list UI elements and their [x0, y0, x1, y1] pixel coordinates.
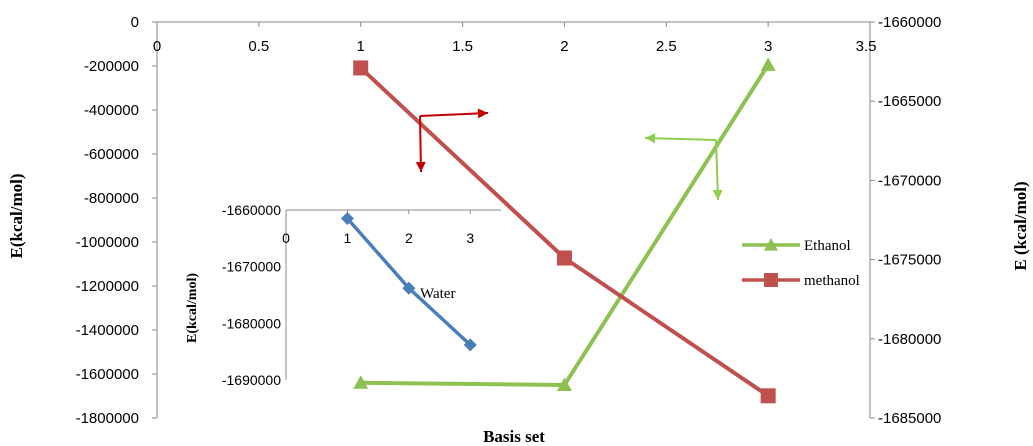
x-tick-label: 0: [153, 38, 161, 55]
y-right-tick-label: -1685000: [878, 410, 941, 427]
legend: Ethanol methanol: [742, 238, 860, 289]
series-point-methanol: [760, 388, 776, 404]
legend-label-methanol: methanol: [804, 273, 860, 289]
y-left-tick-label: -800000: [84, 190, 139, 207]
y-left-tick-label: -1000000: [76, 234, 139, 251]
legend-marker-ethanol: [764, 238, 778, 251]
inset-y-axis-title: E(kcal/mol): [185, 273, 200, 343]
y-right-tick-label: -1670000: [878, 172, 941, 189]
inset-chart: -1660000 -1670000 -1680000 -1690000 0 1 2 3 E(kc…: [185, 202, 501, 388]
legend-marker-methanol: [764, 273, 778, 287]
ethanol-arrow-left-head: [645, 133, 656, 144]
y-left-tick-label: -1800000: [76, 410, 139, 427]
series-line-ethanol: [360, 63, 770, 387]
ethanol-arrow-down-shaft: [715, 139, 719, 201]
inset-series-point-water: [340, 212, 354, 225]
inset-series-point-water: [463, 338, 477, 352]
series-point-ethanol: [760, 57, 776, 71]
y-right-tick-label: -1680000: [878, 331, 941, 348]
x-tick-label: 3.5: [856, 38, 877, 55]
main-axes: [156, 21, 871, 418]
inset-x-tick-label: 3: [466, 230, 474, 246]
series-point-methanol: [353, 60, 369, 76]
x-tick-label: 2: [560, 38, 568, 55]
main-series: [353, 57, 776, 404]
x-tick-label: 1.5: [452, 38, 473, 55]
y-left-tick-label: -200000: [84, 58, 139, 75]
y-axis-title-right: E (kcal/mol): [1011, 181, 1030, 270]
y-right-tick-label: -1675000: [878, 252, 941, 269]
inset-x-tick-label: 2: [405, 230, 413, 246]
series-point-ethanol: [556, 377, 572, 391]
y-left-tick-label: -1200000: [76, 278, 139, 295]
main-tick-labels: 0 -200000 -400000 -600000 -800000 -1000000 -12…: [76, 14, 942, 427]
series-point-ethanol: [353, 375, 369, 389]
y-left-tick-label: -400000: [84, 102, 139, 119]
x-tick-label: 0.5: [248, 38, 269, 55]
inset-y-tick-label: -1680000: [222, 315, 281, 331]
inset-series-point-water: [402, 281, 416, 295]
x-tick-label: 1: [357, 38, 365, 55]
y-right-tick-label: -1665000: [878, 93, 941, 110]
series-line-methanol: [359, 66, 770, 398]
ethanol-arrow-down-head: [712, 189, 723, 200]
x-tick-label: 3: [764, 38, 772, 55]
methanol-arrow-right-shaft: [419, 112, 489, 117]
methanol-arrow-down-head: [415, 161, 426, 172]
ethanol-arrow-left-shaft: [644, 137, 717, 141]
y-axis-title-left: E(kcal/mol): [7, 174, 26, 259]
series-point-methanol: [556, 250, 572, 266]
x-axis-title: Basis set: [483, 427, 545, 446]
y-left-tick-label: -1400000: [76, 322, 139, 339]
inset-y-tick-label: -1660000: [222, 202, 281, 218]
legend-label-ethanol: Ethanol: [804, 238, 851, 254]
y-left-tick-label: -600000: [84, 146, 139, 163]
annotation-arrows: [415, 108, 723, 201]
inset-x-tick-label: 0: [282, 230, 290, 246]
inset-series-label: Water: [420, 286, 455, 302]
inset-x-tick-label: 1: [344, 230, 352, 246]
y-left-tick-label: 0: [131, 14, 139, 31]
y-left-tick-label: -1600000: [76, 366, 139, 383]
y-right-tick-label: -1660000: [878, 14, 941, 31]
inset-y-tick-label: -1670000: [222, 259, 281, 275]
inset-y-tick-label: -1690000: [222, 372, 281, 388]
methanol-arrow-right-head: [477, 108, 488, 119]
x-tick-label: 2.5: [656, 38, 677, 55]
